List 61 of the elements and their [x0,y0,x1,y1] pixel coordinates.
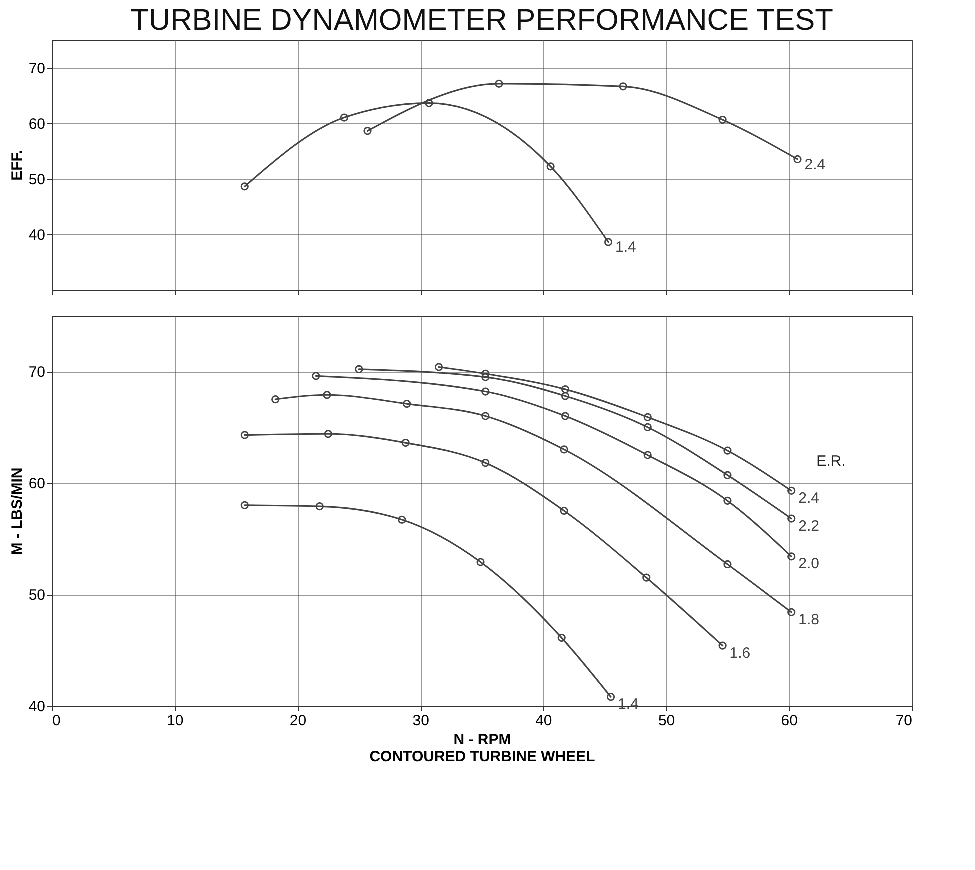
legend-title: E.R. [816,452,846,470]
point [619,82,628,91]
series-label: 1.8 [798,611,820,628]
point [561,392,570,400]
point [482,412,490,420]
point [403,400,412,408]
point [724,560,732,569]
point [402,438,410,448]
y-tick-label: 50 [28,587,46,604]
y-axis-title: EFF. [8,150,26,181]
x-tick-label: 60 [781,712,798,730]
point [724,496,732,506]
y-tick-label: 70 [28,364,46,382]
series-label: 1.4 [616,239,636,256]
point [482,388,490,396]
point [398,516,406,524]
series-label: 2.4 [798,490,820,507]
series-label: 2.0 [798,556,820,573]
series-label: 2.2 [798,518,820,535]
point [724,446,732,455]
point [644,413,652,422]
y-tick-label: 70 [28,60,46,78]
point [644,451,652,460]
point [561,385,570,394]
y-tick-label: 40 [28,698,46,716]
y-tick-label: 50 [28,171,46,188]
series-label: 2.4 [804,156,826,174]
point [546,162,555,171]
point [482,373,490,382]
y-tick-label: 60 [28,476,46,493]
x-tick-label: 20 [290,712,307,730]
chart-title: TURBINE DYNAMOMETER PERFORMANCE TEST [130,4,834,37]
point [560,446,568,454]
point [718,116,727,124]
point [561,412,570,420]
x-tick-label: 10 [167,712,184,730]
point [644,423,652,432]
x-tick-label: 0 [52,712,61,730]
point [558,634,566,642]
y-axis-title: M - LBS/MIN [8,468,26,556]
x-axis-title: N - RPM [454,732,512,748]
y-tick-label: 40 [28,226,46,244]
text: CONTOURED TURBINE WHEEL [370,748,596,766]
point [340,114,348,122]
point [323,391,332,400]
x-tick-label: 40 [536,712,552,730]
x-tick-label: 70 [896,712,912,730]
series-label: 1.6 [730,644,751,662]
point [560,506,568,516]
point [316,502,324,511]
point [724,471,732,480]
x-tick-label: 30 [412,712,430,730]
point [425,99,434,108]
point [324,430,332,438]
point [476,558,485,566]
x-tick-label: 50 [658,712,676,730]
point [482,370,490,378]
point [495,80,504,88]
point [642,574,651,582]
point [482,459,490,468]
y-tick-label: 60 [28,116,46,133]
